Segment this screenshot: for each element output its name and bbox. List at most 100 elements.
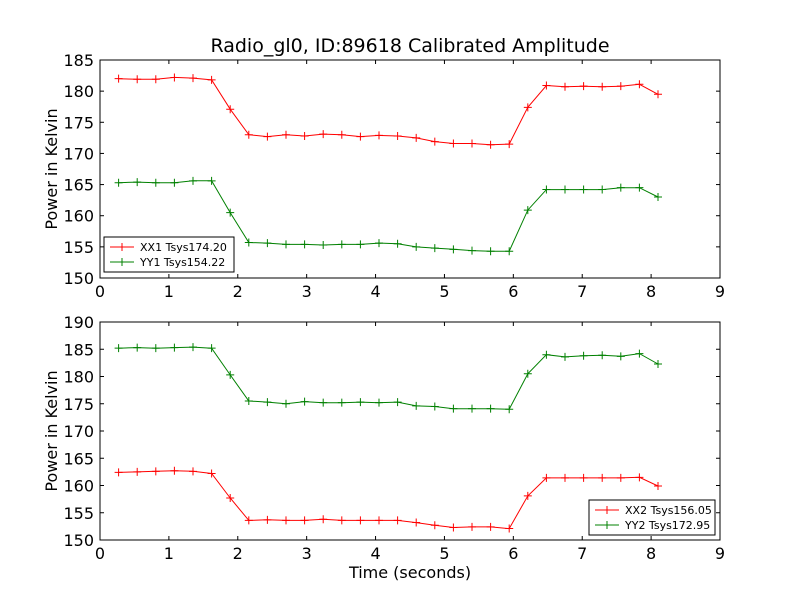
x-tick-label: 8 (646, 544, 656, 563)
y-tick-label: 180 (63, 82, 94, 101)
data-point (449, 245, 458, 254)
x-tick-label: 1 (164, 544, 174, 563)
data-point (598, 82, 607, 91)
x-tick-label: 3 (302, 282, 312, 301)
data-point (616, 183, 625, 192)
legend-label: XX1 Tsys174.20 (140, 241, 227, 254)
data-point (393, 516, 402, 525)
data-point (561, 82, 569, 91)
data-point (300, 516, 309, 525)
data-point (282, 130, 290, 139)
data-point (226, 370, 235, 379)
data-point (654, 482, 662, 491)
series-2 (114, 176, 662, 256)
x-tick-label: 1 (164, 282, 174, 301)
axes-frame (99, 59, 721, 279)
data-point (430, 521, 439, 530)
y-tick-label: 160 (63, 477, 94, 496)
data-point (263, 132, 272, 141)
data-point (114, 344, 123, 353)
x-tick-label: 7 (577, 282, 587, 301)
data-point (635, 473, 644, 482)
data-point (523, 491, 532, 500)
y-axis-label: Power in Kelvin (42, 108, 61, 229)
data-point (412, 242, 421, 251)
x-tick-label: 5 (439, 544, 449, 563)
data-point (375, 516, 383, 525)
y-tick-label: 180 (63, 368, 94, 387)
y-tick-label: 155 (63, 504, 94, 523)
data-point (356, 516, 365, 525)
data-point (598, 473, 607, 482)
data-point (244, 130, 253, 139)
data-point (579, 82, 588, 91)
data-point (449, 523, 458, 532)
data-point (430, 244, 439, 253)
legend-marker (118, 243, 126, 251)
data-point (486, 247, 495, 256)
data-point (263, 398, 272, 407)
data-point (170, 73, 179, 82)
data-point (207, 75, 216, 84)
x-tick-label: 9 (715, 282, 725, 301)
data-point (133, 178, 142, 187)
x-tick-label: 0 (95, 544, 105, 563)
data-point (300, 131, 309, 140)
y-tick-label: 185 (63, 51, 94, 70)
data-point (170, 466, 179, 475)
data-point (654, 359, 662, 368)
data-point (189, 74, 197, 83)
data-point (393, 239, 402, 248)
legend-marker (118, 258, 126, 266)
data-point (635, 349, 644, 358)
data-point (319, 398, 328, 407)
data-point (375, 239, 383, 248)
data-point (226, 494, 235, 503)
data-point (114, 468, 123, 477)
legend-marker (603, 521, 611, 529)
data-point (151, 178, 160, 187)
data-point (449, 404, 458, 413)
data-point (598, 351, 607, 360)
data-point (189, 467, 197, 476)
data-point (114, 178, 123, 187)
data-point (170, 178, 179, 187)
series-2 (114, 343, 662, 414)
x-tick-label: 2 (233, 544, 243, 563)
x-tick-label: 7 (577, 544, 587, 563)
data-point (319, 515, 328, 524)
plots: 0 1 2 3 4 5 6 7 8 9150155160165170175180185Power … (42, 51, 725, 582)
data-point (356, 398, 365, 407)
legend: XX1 Tsys174.20 YY1 Tsys154.22 (103, 236, 235, 273)
data-point (616, 352, 625, 361)
y-tick-label: 160 (63, 207, 94, 226)
data-point (393, 398, 402, 407)
data-point (542, 350, 551, 359)
data-point (244, 397, 253, 406)
data-point (337, 130, 346, 139)
data-point (375, 131, 383, 140)
data-point (226, 208, 235, 217)
data-point (486, 404, 495, 413)
data-point (170, 343, 179, 352)
data-point (486, 522, 495, 531)
x-tick-label: 8 (646, 282, 656, 301)
data-point (356, 132, 365, 141)
data-point (412, 401, 421, 410)
data-point (505, 140, 514, 149)
data-point (523, 369, 532, 378)
x-tick-label: 9 (715, 544, 725, 563)
data-point (505, 247, 514, 256)
data-point (654, 193, 662, 202)
data-point (151, 467, 160, 476)
y-tick-label: 150 (63, 531, 94, 550)
data-point (263, 515, 272, 524)
data-point (114, 74, 123, 83)
data-point (561, 473, 569, 482)
data-point (300, 240, 309, 249)
data-point (468, 139, 476, 148)
y-tick-label: 170 (63, 422, 94, 441)
data-point (337, 516, 346, 525)
data-point (207, 469, 216, 478)
